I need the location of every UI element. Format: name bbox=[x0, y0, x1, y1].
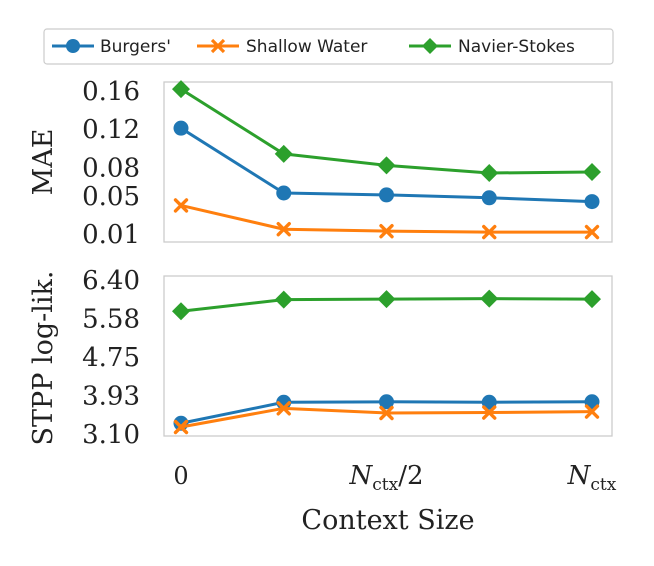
x-tick-label: Nctx bbox=[567, 461, 617, 495]
mae-series bbox=[172, 80, 601, 240]
x-ticks: 0 Nctx/2 Nctx bbox=[173, 461, 616, 495]
stpp-series-burgers bbox=[173, 394, 600, 431]
mae-point-burgers bbox=[481, 190, 497, 206]
mae-point-burgers bbox=[379, 187, 394, 203]
legend-marker-burgers bbox=[66, 39, 80, 53]
mae-point-navier-stokes bbox=[172, 80, 190, 99]
mae-series-navier-stokes bbox=[172, 80, 601, 182]
mae-y-ticks: 0.01 0.050.08 0.12 0.16 bbox=[82, 77, 140, 250]
x-axis-title: Context Size bbox=[301, 505, 474, 536]
mae-point-burgers bbox=[276, 185, 292, 201]
mae-panel: 0.01 0.050.08 0.12 0.16 MAE bbox=[28, 77, 613, 250]
stpp-y-tick-label: 5.58 bbox=[82, 304, 140, 334]
stpp-point-burgers bbox=[481, 394, 497, 410]
mae-point-navier-stokes bbox=[480, 163, 499, 182]
legend-entry-navier-stokes: Navier-Stokes bbox=[409, 37, 575, 57]
stpp-y-ticks: 3.10 3.93 4.75 5.58 6.40 bbox=[82, 266, 140, 450]
x-tick-label: 0 bbox=[173, 462, 188, 490]
mae-series-burgers bbox=[173, 120, 600, 210]
mae-point-burgers bbox=[173, 120, 189, 136]
legend: Burgers' Shallow Water Navier-Stokes bbox=[43, 28, 614, 65]
stpp-axis-title: STPP log-lik. bbox=[28, 271, 59, 446]
stpp-panel: 3.10 3.93 4.75 5.58 6.40 STPP log-lik. bbox=[28, 266, 613, 450]
mae-y-tick-label: 0.12 bbox=[82, 115, 140, 145]
mae-plot-frame bbox=[163, 81, 613, 243]
mae-y-tick-label: 0.05 bbox=[82, 182, 140, 212]
stpp-y-tick-label: 4.75 bbox=[82, 343, 140, 373]
mae-point-shallow-water bbox=[482, 224, 497, 240]
mae-y-tick-label: 0.16 bbox=[82, 77, 140, 107]
stpp-point-navier-stokes bbox=[274, 290, 293, 309]
stpp-series-shallow-water bbox=[173, 401, 600, 435]
mae-point-navier-stokes bbox=[583, 163, 601, 182]
mae-series-shallow-water bbox=[173, 198, 600, 240]
mae-line-shallow-water bbox=[180, 203, 592, 234]
stpp-y-tick-label: 6.40 bbox=[82, 266, 140, 296]
mae-point-shallow-water bbox=[379, 223, 394, 239]
legend-label-burgers: Burgers' bbox=[100, 37, 171, 57]
legend-marker-navier-stokes bbox=[422, 38, 438, 54]
stpp-series-navier-stokes bbox=[172, 289, 601, 321]
mae-point-shallow-water bbox=[276, 222, 291, 237]
stpp-point-shallow-water bbox=[584, 404, 600, 419]
legend-entry-burgers: Burgers' bbox=[52, 37, 171, 57]
stpp-point-navier-stokes bbox=[583, 290, 601, 309]
mae-point-burgers bbox=[584, 194, 600, 210]
stpp-plot-frame bbox=[163, 275, 613, 437]
legend-entry-shallow-water: Shallow Water bbox=[197, 37, 367, 57]
mae-point-shallow-water bbox=[584, 224, 600, 240]
stpp-y-tick-label: 3.93 bbox=[82, 381, 140, 411]
stpp-point-shallow-water bbox=[173, 419, 189, 435]
stpp-y-tick-label: 3.10 bbox=[82, 420, 140, 450]
stpp-point-navier-stokes bbox=[377, 290, 396, 309]
stpp-point-navier-stokes bbox=[480, 289, 499, 308]
stpp-point-shallow-water bbox=[276, 401, 291, 416]
legend-label-shallow-water: Shallow Water bbox=[246, 37, 367, 57]
stpp-point-shallow-water bbox=[379, 405, 394, 421]
mae-y-tick-label: 0.08 bbox=[82, 153, 140, 183]
mae-point-navier-stokes bbox=[377, 156, 396, 175]
mae-point-shallow-water bbox=[173, 198, 189, 213]
mae-point-navier-stokes bbox=[274, 144, 293, 163]
stpp-point-burgers bbox=[379, 394, 394, 410]
stpp-point-shallow-water bbox=[482, 405, 497, 420]
stpp-point-navier-stokes bbox=[172, 302, 190, 321]
legend-label-navier-stokes: Navier-Stokes bbox=[458, 37, 575, 57]
x-tick-label: Nctx/2 bbox=[348, 461, 423, 495]
mae-y-tick-label: 0.01 bbox=[82, 220, 140, 250]
mae-axis-title: MAE bbox=[28, 129, 59, 196]
stpp-series bbox=[172, 289, 601, 435]
legend-marker-shallow-water bbox=[210, 38, 226, 54]
legend-frame bbox=[43, 28, 614, 65]
